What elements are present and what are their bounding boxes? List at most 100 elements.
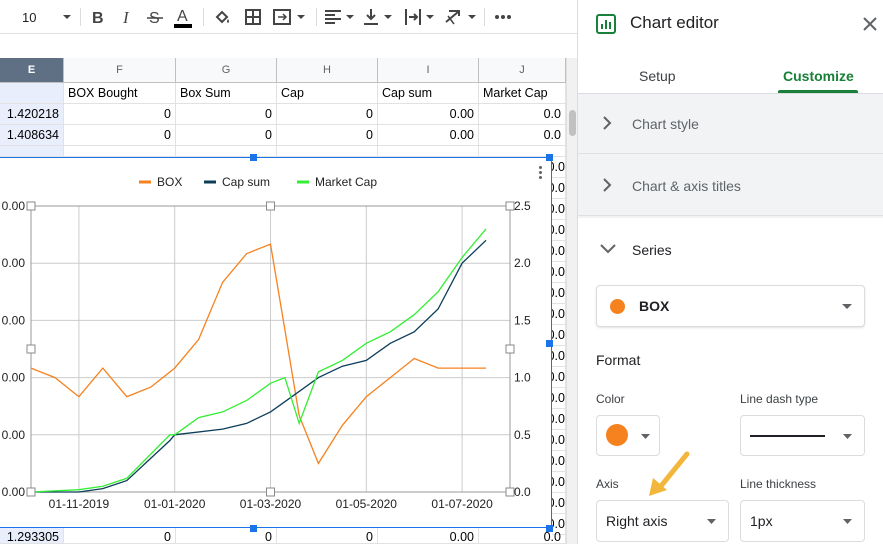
series-select[interactable]: BOX: [596, 285, 865, 327]
resize-handle[interactable]: [250, 154, 257, 161]
column-header-f[interactable]: F: [64, 58, 176, 83]
table-cell[interactable]: 0: [64, 104, 176, 125]
right-axis-tick-label: 0.5: [514, 428, 531, 442]
table-cell[interactable]: 0.0: [552, 388, 566, 409]
cell-header[interactable]: BOX Bought: [64, 83, 176, 104]
more-icon[interactable]: [492, 4, 514, 30]
bold-icon[interactable]: B: [88, 4, 108, 30]
table-cell[interactable]: 0: [277, 528, 378, 544]
resize-handle[interactable]: [546, 154, 553, 161]
cell-header[interactable]: Box Sum: [176, 83, 277, 104]
table-cell[interactable]: [0, 146, 64, 157]
table-cell[interactable]: 0.00: [378, 104, 479, 125]
vertical-align-icon[interactable]: [362, 4, 394, 30]
line-dash-select[interactable]: [740, 415, 865, 456]
series-select-value: BOX: [639, 298, 669, 314]
table-cell[interactable]: 0: [64, 125, 176, 146]
right-axis-tick-label: 1.0: [514, 371, 531, 385]
table-cell[interactable]: 1.420218: [0, 104, 64, 125]
resize-handle[interactable]: [546, 340, 553, 347]
table-cell[interactable]: 0.0: [552, 430, 566, 451]
tab-setup[interactable]: Setup: [639, 68, 676, 84]
table-cell[interactable]: 0.0: [552, 283, 566, 304]
line-chart: 01-11-2019 01-01-2020 01-03-2020 01-05-2020…: [0, 158, 553, 529]
scrollbar-thumb[interactable]: [569, 110, 576, 136]
text-wrap-icon[interactable]: [404, 4, 436, 30]
table-cell[interactable]: 0.00: [378, 125, 479, 146]
borders-icon[interactable]: [243, 4, 263, 30]
chevron-right-icon: [602, 177, 612, 193]
axis-select[interactable]: Right axis: [596, 500, 729, 542]
table-cell[interactable]: [64, 146, 176, 157]
text-color-icon[interactable]: A: [172, 4, 194, 30]
legend-label: Cap sum: [222, 175, 270, 189]
table-cell[interactable]: 1.408634: [0, 125, 64, 146]
table-cell[interactable]: 0.0: [552, 451, 566, 472]
dropdown-caret-icon: [641, 434, 650, 439]
merge-cells-icon[interactable]: [272, 4, 306, 30]
table-cell[interactable]: 0.0: [552, 157, 566, 178]
table-cell[interactable]: 0: [64, 528, 176, 544]
column-header-h[interactable]: H: [277, 58, 378, 83]
table-cell[interactable]: 0.0: [552, 220, 566, 241]
close-icon[interactable]: [863, 17, 877, 31]
table-cell[interactable]: 0: [176, 104, 277, 125]
vertical-scrollbar[interactable]: [566, 58, 577, 544]
table-cell[interactable]: 0.0: [552, 262, 566, 283]
embedded-chart[interactable]: 01-11-2019 01-01-2020 01-03-2020 01-05-2020…: [0, 157, 552, 528]
right-axis-tick-label: 0.0: [514, 485, 531, 499]
chevron-down-icon[interactable]: [599, 243, 617, 255]
font-size-select[interactable]: 10: [14, 4, 74, 30]
cell-header[interactable]: Cap: [277, 83, 378, 104]
table-cell[interactable]: 0.0: [552, 346, 566, 367]
table-cell[interactable]: 0: [176, 528, 277, 544]
table-cell[interactable]: 0.0: [552, 325, 566, 346]
resize-handle[interactable]: [250, 525, 257, 532]
text-rotation-icon[interactable]: [444, 4, 478, 30]
cell-header[interactable]: Cap sum: [378, 83, 479, 104]
table-cell[interactable]: 0.0: [552, 199, 566, 220]
resize-handle[interactable]: [546, 525, 553, 532]
toolbar: 10 B I S A: [0, 0, 577, 34]
divider: [80, 8, 81, 26]
column-header-j[interactable]: J: [479, 58, 566, 83]
panel-title: Chart editor: [630, 13, 719, 33]
table-cell[interactable]: 0.0: [552, 367, 566, 388]
table-cell[interactable]: 0.0: [479, 104, 566, 125]
axis-select-value: Right axis: [606, 513, 667, 529]
italic-icon[interactable]: I: [117, 4, 137, 30]
table-cell[interactable]: 0: [277, 104, 378, 125]
cell-header[interactable]: Market Cap: [479, 83, 566, 104]
column-header-e[interactable]: E: [0, 58, 64, 83]
table-cell[interactable]: 0.0: [552, 304, 566, 325]
table-cell[interactable]: 1.293305: [0, 528, 64, 544]
fill-color-icon[interactable]: [211, 4, 233, 30]
table-cell[interactable]: 0.0: [552, 409, 566, 430]
plot-handle: [506, 202, 514, 210]
svg-text:B: B: [92, 10, 104, 25]
table-cell[interactable]: 0: [277, 125, 378, 146]
section-chart-style[interactable]: Chart style: [578, 94, 883, 154]
table-cell[interactable]: 0.0: [479, 125, 566, 146]
chevron-right-icon: [602, 115, 612, 131]
table-cell[interactable]: [277, 146, 378, 157]
line-thickness-select[interactable]: 1px: [740, 500, 865, 542]
chart-menu-icon[interactable]: [536, 166, 544, 184]
table-cell[interactable]: 0.0: [552, 493, 566, 514]
strikethrough-icon[interactable]: S: [145, 4, 165, 30]
table-cell[interactable]: [378, 146, 479, 157]
table-cell[interactable]: [176, 146, 277, 157]
tab-customize[interactable]: Customize: [783, 68, 854, 84]
series-heading[interactable]: Series: [632, 242, 672, 258]
table-cell[interactable]: 0.0: [552, 178, 566, 199]
table-cell[interactable]: 0.0: [552, 472, 566, 493]
column-header-g[interactable]: G: [176, 58, 277, 83]
column-header-i[interactable]: I: [378, 58, 479, 83]
x-tick-label: 01-05-2020: [336, 497, 398, 511]
table-cell[interactable]: 0.00: [378, 528, 479, 544]
table-cell[interactable]: 0: [176, 125, 277, 146]
table-cell[interactable]: 0.0: [552, 241, 566, 262]
section-chart-axis-titles[interactable]: Chart & axis titles: [578, 156, 883, 216]
cell-e-header[interactable]: [0, 83, 64, 104]
horizontal-align-icon[interactable]: [324, 4, 356, 30]
